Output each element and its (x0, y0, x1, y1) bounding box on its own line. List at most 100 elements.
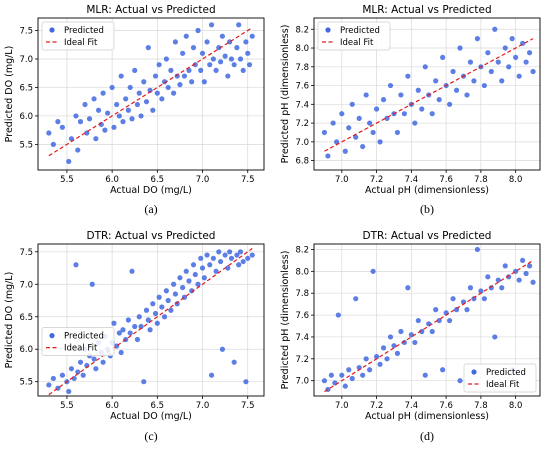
y-axis-label: Predicted pH (dimensionless) (280, 251, 291, 390)
data-point (127, 330, 133, 336)
data-point (145, 317, 151, 323)
panel-caption: (c) (144, 429, 157, 443)
data-point (523, 270, 529, 277)
data-point (495, 59, 501, 65)
data-point (136, 90, 142, 96)
data-point (154, 90, 160, 96)
legend-label-predicted: Predicted (340, 26, 380, 36)
data-point (506, 274, 512, 280)
data-point (401, 111, 407, 117)
data-point (127, 84, 133, 91)
y-tick-label: 8.2 (295, 245, 309, 255)
legend-marker-predicted (471, 369, 477, 375)
data-point (134, 101, 141, 108)
data-point (360, 143, 366, 150)
data-point (207, 62, 213, 68)
data-point (190, 262, 197, 268)
data-point (116, 330, 122, 336)
data-point (499, 78, 505, 84)
data-point (163, 288, 169, 294)
data-point (447, 101, 453, 107)
y-tick-label: 7.0 (19, 280, 33, 290)
data-point (360, 372, 366, 378)
data-point (237, 249, 244, 255)
y-axis-label: Predicted DO (mg/L) (4, 272, 15, 369)
data-point (516, 73, 522, 79)
data-point (105, 110, 111, 116)
data-point (433, 307, 439, 313)
y-tick-label: 7.4 (295, 100, 309, 110)
data-point (422, 64, 428, 70)
data-point (453, 87, 460, 93)
data-point (168, 67, 174, 73)
data-point (335, 312, 341, 318)
data-point (363, 92, 369, 98)
y-tick-label: 7.2 (295, 119, 309, 129)
data-point (129, 116, 135, 122)
data-point (189, 288, 195, 294)
data-point (243, 379, 249, 385)
data-point (213, 67, 219, 73)
data-point (189, 79, 195, 85)
data-point (138, 113, 144, 119)
legend-box (41, 21, 115, 51)
data-point (73, 113, 79, 119)
y-tick-label: 7.0 (295, 377, 309, 387)
data-point (174, 301, 180, 307)
ideal-fit-line (48, 27, 253, 157)
y-axis-label: Predicted pH (dimensionless) (280, 25, 291, 164)
data-point (516, 277, 522, 283)
data-point (422, 372, 428, 378)
legend-box (41, 327, 115, 356)
data-point (481, 296, 487, 302)
legend-label-predicted: Predicted (64, 26, 104, 36)
panel-caption: (a) (144, 202, 157, 216)
data-point (218, 59, 224, 65)
data-point (68, 136, 75, 142)
data-point (485, 274, 491, 280)
data-point (91, 356, 97, 362)
data-point (199, 50, 206, 56)
data-point (334, 139, 340, 145)
y-tick-label: 5.5 (19, 378, 33, 388)
data-point (141, 379, 147, 385)
legend-label-ideal-fit: Ideal Fit (64, 344, 98, 354)
data-point (222, 53, 228, 59)
data-point (225, 73, 231, 79)
data-point (236, 262, 242, 268)
legend-label-ideal-fit: Ideal Fit (64, 38, 98, 48)
x-tick-label: 7.6 (439, 401, 453, 411)
data-point (405, 285, 411, 291)
data-point (225, 265, 231, 271)
data-point (192, 62, 198, 68)
data-point (168, 307, 174, 313)
data-point (177, 82, 183, 88)
y-tick-label: 7.8 (295, 63, 309, 73)
data-point (172, 39, 179, 45)
data-point (171, 281, 177, 287)
data-point (433, 78, 439, 84)
data-point (245, 255, 251, 261)
data-point (363, 356, 369, 362)
data-point (46, 130, 52, 136)
data-point (201, 275, 207, 281)
data-point (100, 359, 106, 365)
data-point (440, 367, 446, 373)
data-point (471, 78, 477, 84)
data-point (321, 378, 328, 384)
chart-title: MLR: Actual vs Predicted (86, 4, 215, 16)
data-point (143, 99, 150, 105)
data-point (502, 45, 508, 51)
x-tick-label: 7.4 (405, 175, 419, 185)
data-point (391, 343, 397, 349)
chart-title: MLR: Actual vs Predicted (362, 4, 491, 16)
data-point (387, 334, 394, 340)
data-point (216, 45, 222, 51)
data-point (228, 56, 235, 62)
data-point (132, 323, 138, 330)
data-point (415, 87, 421, 93)
data-point (222, 252, 228, 258)
data-point (159, 304, 165, 310)
data-point (412, 120, 418, 126)
data-point (332, 380, 338, 386)
